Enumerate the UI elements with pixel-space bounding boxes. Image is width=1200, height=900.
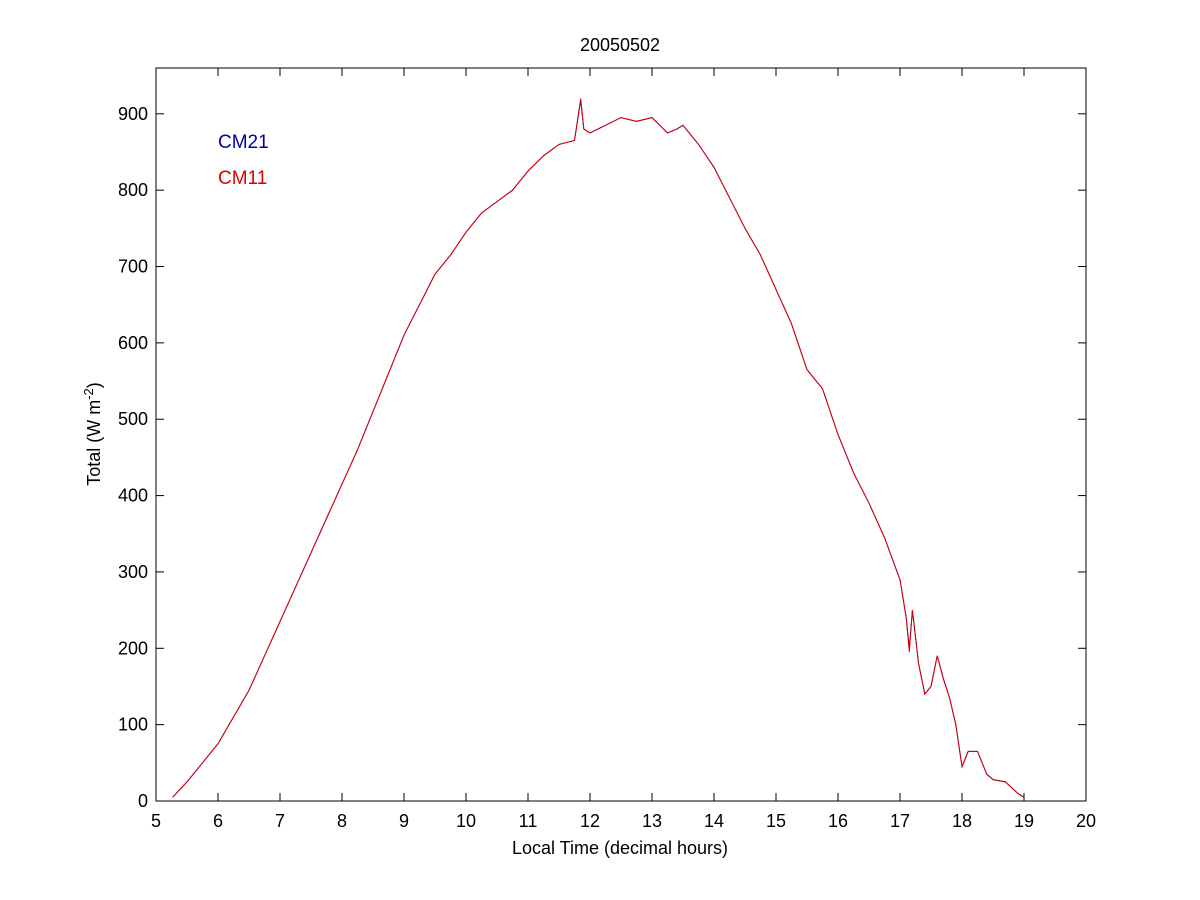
x-tick-label: 16 [828, 811, 848, 831]
y-tick-label: 100 [118, 715, 148, 735]
x-tick-label: 18 [952, 811, 972, 831]
y-tick-label: 900 [118, 104, 148, 124]
x-tick-labels: 5 6 7 8 9 10 11 12 13 14 15 16 17 18 19 20 [151, 811, 1096, 831]
y-tick-label: 700 [118, 257, 148, 277]
x-tick-label: 11 [519, 811, 538, 831]
x-tick-label: 19 [1014, 811, 1034, 831]
chart-title: 20050502 [580, 35, 660, 55]
plot-area [155, 67, 1087, 802]
y-axis-label: Total (W m-2) [81, 382, 104, 486]
y-tick-label: 400 [118, 486, 148, 506]
y-tick-label: 800 [118, 180, 148, 200]
axis-ticks [155, 68, 1087, 802]
x-tick-label: 8 [337, 811, 347, 831]
x-tick-label: 10 [456, 811, 476, 831]
y-tick-labels: 0 100 200 300 400 500 600 700 800 900 [118, 104, 148, 811]
x-tick-label: 17 [890, 811, 910, 831]
series-lines [172, 98, 1025, 798]
legend-entry-cm21: CM21 [218, 132, 269, 153]
y-axis-label-sup: -2 [81, 388, 96, 400]
x-tick-label: 13 [642, 811, 662, 831]
y-tick-label: 500 [118, 409, 148, 429]
x-tick-label: 7 [275, 811, 285, 831]
x-tick-label: 5 [151, 811, 161, 831]
x-axis-label: Local Time (decimal hours) [512, 838, 728, 858]
y-axis-label-main: Total (W m [84, 400, 104, 486]
x-tick-label: 20 [1076, 811, 1096, 831]
legend-entry-cm11: CM11 [218, 168, 267, 189]
y-tick-label: 600 [118, 333, 148, 353]
series-line-cm11 [172, 98, 1025, 798]
y-tick-label: 0 [138, 791, 148, 811]
x-tick-label: 15 [766, 811, 786, 831]
legend: CM21 CM11 [218, 132, 269, 189]
x-tick-label: 12 [580, 811, 600, 831]
x-tick-label: 6 [213, 811, 223, 831]
y-tick-label: 200 [118, 638, 148, 658]
x-tick-label: 14 [704, 811, 724, 831]
y-tick-label: 300 [118, 562, 148, 582]
x-tick-label: 9 [399, 811, 409, 831]
y-axis-label-close: ) [84, 382, 104, 388]
